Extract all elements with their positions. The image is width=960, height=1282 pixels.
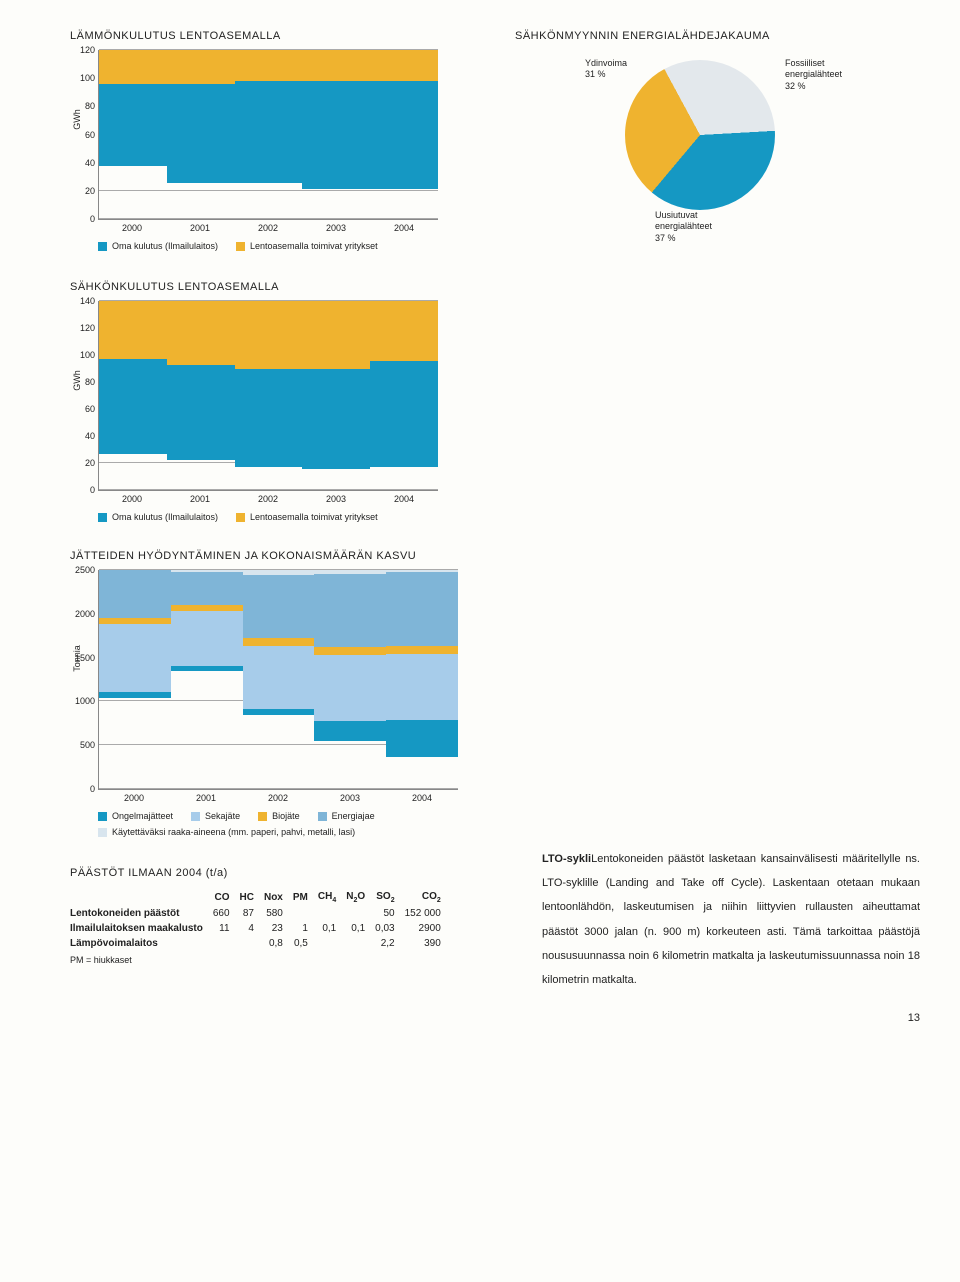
- heat-xlabels: 20002001200220032004: [98, 223, 438, 233]
- electricity-xlabels: 20002001200220032004: [98, 494, 438, 504]
- page-number: 13: [70, 1012, 920, 1024]
- pie-label-fossil: Fossiiliset energialähteet32 %: [785, 58, 855, 92]
- chart-title: JÄTTEIDEN HYÖDYNTÄMINEN JA KOKONAISMÄÄRÄ…: [70, 550, 490, 562]
- body-paragraph: LTO-sykliLentokoneiden päästöt lasketaan…: [542, 847, 920, 992]
- pie-wrap: Ydinvoima31 % Fossiiliset energialähteet…: [515, 50, 920, 230]
- heat-chart: LÄMMÖNKULUTUS LENTOASEMALLA GWh020406080…: [70, 30, 475, 251]
- emissions-table: COHCNoxPMCH4N2OSO2CO2Lentokoneiden pääst…: [70, 889, 451, 951]
- waste-xlabels: 20002001200220032004: [98, 793, 458, 803]
- electricity-chart: SÄHKÖNKULUTUS LENTOASEMALLA GWh020406080…: [70, 281, 470, 522]
- waste-legend: OngelmajätteetSekajäteBiojäteEnergiajaeK…: [98, 811, 490, 837]
- heat-legend: Oma kulutus (Ilmailulaitos)Lentoasemalla…: [98, 241, 475, 251]
- table-note: PM = hiukkaset: [70, 955, 512, 965]
- lto-text: Lentokoneiden päästöt lasketaan kansainv…: [542, 853, 920, 986]
- electricity-legend: Oma kulutus (Ilmailulaitos)Lentoasemalla…: [98, 512, 470, 522]
- pie-chart: SÄHKÖNMYYNNIN ENERGIALÄHDEJAKAUMA Ydinvo…: [515, 30, 920, 251]
- waste-plot: Tonnia05001000150020002500: [98, 570, 458, 790]
- heat-plot: GWh020406080100120: [98, 50, 438, 220]
- chart-title: LÄMMÖNKULUTUS LENTOASEMALLA: [70, 30, 475, 42]
- pie-label-nuclear: Ydinvoima31 %: [585, 58, 627, 81]
- waste-chart: JÄTTEIDEN HYÖDYNTÄMINEN JA KOKONAISMÄÄRÄ…: [70, 550, 490, 837]
- electricity-plot: GWh020406080100120140: [98, 301, 438, 491]
- chart-title: SÄHKÖNKULUTUS LENTOASEMALLA: [70, 281, 470, 293]
- pie-label-renewable: Uusiutuvat energialähteet37 %: [655, 210, 735, 244]
- pie-graphic: [625, 60, 775, 210]
- chart-title: SÄHKÖNMYYNNIN ENERGIALÄHDEJAKAUMA: [515, 30, 920, 42]
- emissions-title: PÄÄSTÖT ILMAAN 2004 (t/a): [70, 867, 512, 879]
- lto-heading: LTO-sykli: [542, 853, 591, 865]
